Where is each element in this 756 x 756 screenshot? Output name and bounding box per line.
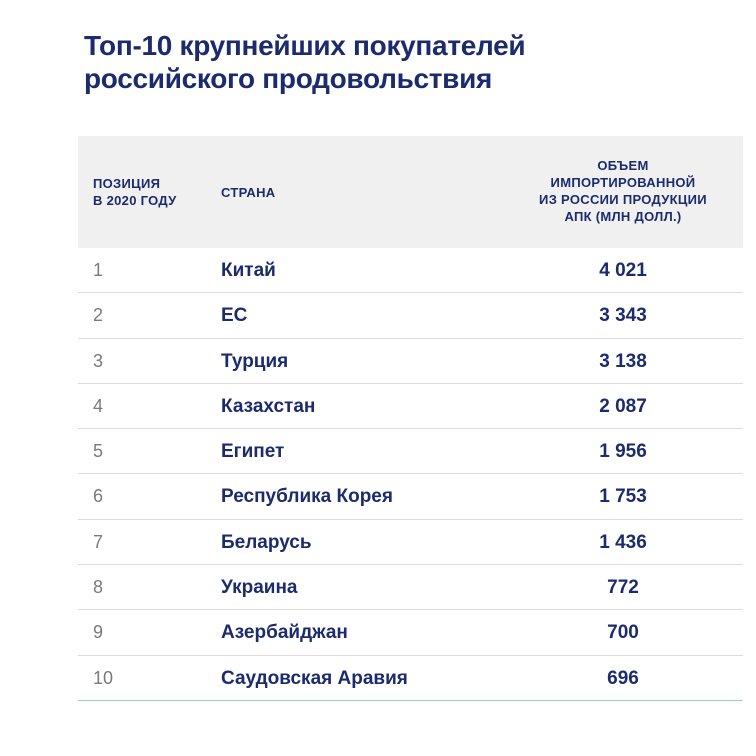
table-row: 8 Украина 772 <box>78 565 743 611</box>
row-value: 696 <box>607 667 639 689</box>
row-country: Азербайджан <box>221 622 348 644</box>
row-country: Египет <box>221 441 285 463</box>
importers-table: ПОЗИЦИЯ В 2020 ГОДУ СТРАНА ОБЪЕМ ИМПОРТИ… <box>78 136 743 701</box>
row-position: 9 <box>93 622 104 643</box>
row-value: 1 956 <box>599 441 647 463</box>
row-country: Китай <box>221 260 276 281</box>
row-country: ЕС <box>221 305 248 327</box>
row-position: 5 <box>93 441 104 462</box>
row-value: 4 021 <box>599 260 647 281</box>
row-country: Казахстан <box>221 395 316 417</box>
header-volume: ОБЪЕМ ИМПОРТИРОВАННОЙ ИЗ РОССИИ ПРОДУКЦИ… <box>539 158 707 224</box>
table-row: 3 Турция 3 138 <box>78 339 743 384</box>
row-position: 10 <box>93 667 114 688</box>
title-line-2: российского продовольствия <box>84 63 493 94</box>
row-value: 2 087 <box>599 395 647 417</box>
table-body: 1 Китай 4 021 2 ЕС 3 343 3 Турция 3 138 … <box>78 248 743 701</box>
row-value: 1 753 <box>599 486 647 508</box>
table-row: 9 Азербайджан 700 <box>78 610 743 656</box>
table-row: 5 Египет 1 956 <box>78 429 743 475</box>
row-value: 772 <box>607 577 639 599</box>
row-country: Саудовская Аравия <box>221 667 408 689</box>
table-row: 2 ЕС 3 343 <box>78 293 743 339</box>
row-position: 3 <box>93 350 104 371</box>
table-header: ПОЗИЦИЯ В 2020 ГОДУ СТРАНА ОБЪЕМ ИМПОРТИ… <box>78 136 743 248</box>
page-title: Топ-10 крупнейших покупателей российског… <box>84 29 704 95</box>
table-row: 7 Беларусь 1 436 <box>78 520 743 566</box>
table-row: 1 Китай 4 021 <box>78 248 743 294</box>
header-country: СТРАНА <box>221 185 276 200</box>
row-position: 1 <box>93 260 104 280</box>
row-position: 8 <box>93 577 104 598</box>
row-value: 700 <box>607 622 639 644</box>
row-country: Беларусь <box>221 531 312 553</box>
row-position: 6 <box>93 486 104 507</box>
table-row: 10 Саудовская Аравия 696 <box>78 656 743 701</box>
table-row: 4 Казахстан 2 087 <box>78 384 743 430</box>
row-country: Турция <box>221 350 289 372</box>
row-value: 1 436 <box>599 531 647 553</box>
row-position: 2 <box>93 305 104 326</box>
title-line-1: Топ-10 крупнейших покупателей <box>84 30 526 61</box>
table-row: 6 Республика Корея 1 753 <box>78 474 743 520</box>
header-position: ПОЗИЦИЯ В 2020 ГОДУ <box>93 176 177 208</box>
row-position: 4 <box>93 395 104 416</box>
row-value: 3 343 <box>599 305 647 327</box>
row-position: 7 <box>93 531 104 552</box>
row-value: 3 138 <box>599 350 647 372</box>
row-country: Республика Корея <box>221 486 393 508</box>
row-country: Украина <box>221 577 298 599</box>
